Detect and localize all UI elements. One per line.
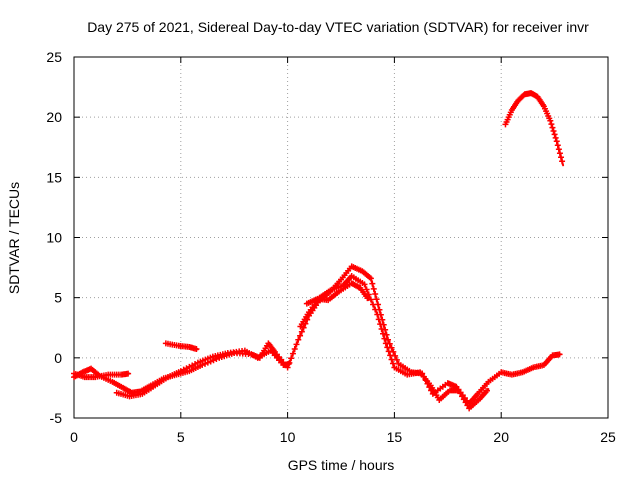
data-point-marker — [125, 370, 132, 377]
data-point-marker — [457, 390, 464, 397]
y-axis-label: SDTVAR / TECUs — [6, 182, 22, 294]
series-track-e — [297, 273, 490, 412]
series-track-g — [502, 90, 566, 167]
data-point-marker — [372, 291, 379, 298]
data-point-marker — [380, 330, 387, 337]
x-tick-label: 20 — [493, 429, 509, 445]
data-point-marker — [300, 324, 307, 331]
y-tick-label: 0 — [54, 350, 62, 366]
series-track-f — [303, 280, 371, 307]
axis-ticks — [73, 56, 609, 419]
data-point-marker — [288, 355, 295, 362]
data-point-marker — [370, 301, 377, 308]
data-point-marker — [372, 306, 379, 313]
x-tick-label: 15 — [387, 429, 403, 445]
data-point-marker — [384, 336, 391, 343]
data-point-marker — [293, 341, 300, 348]
data-point-marker — [387, 352, 394, 359]
data-point-marker — [373, 296, 380, 303]
data-point-marker — [384, 344, 391, 351]
data-point-marker — [383, 331, 390, 338]
y-tick-label: -5 — [50, 410, 63, 426]
data-point-marker — [483, 387, 490, 394]
data-point-marker — [559, 158, 566, 165]
data-point-marker — [460, 396, 467, 403]
series-track-d — [162, 340, 200, 353]
data-point-marker — [388, 356, 395, 363]
data-point-marker — [550, 128, 557, 135]
y-tick-label: 15 — [46, 169, 62, 185]
data-point-marker — [553, 138, 560, 145]
data-point-marker — [381, 335, 388, 342]
chart-title: Day 275 of 2021, Sidereal Day-to-day VTE… — [87, 19, 589, 35]
data-point-marker — [382, 340, 389, 347]
data-point-marker — [558, 154, 565, 161]
data-point-marker — [364, 295, 371, 302]
data-point-marker — [549, 124, 556, 131]
y-tick-labels: -5 0 5 10 15 20 25 — [46, 49, 62, 426]
data-point-marker — [377, 321, 384, 328]
data-point-marker — [291, 346, 298, 353]
series-lines — [71, 90, 566, 412]
x-tick-label: 10 — [280, 429, 296, 445]
data-point-marker — [385, 348, 392, 355]
y-tick-label: 5 — [54, 290, 62, 306]
x-tick-labels: 0 5 10 15 20 25 — [70, 429, 616, 445]
x-tick-label: 0 — [70, 429, 78, 445]
data-point-marker — [552, 134, 559, 141]
data-point-marker — [289, 350, 296, 357]
series-track-b — [71, 370, 132, 381]
data-point-marker — [375, 316, 382, 323]
data-point-marker — [548, 121, 555, 128]
data-point-marker — [555, 146, 562, 153]
x-tick-label: 25 — [600, 429, 616, 445]
data-point-marker — [370, 285, 377, 292]
x-tick-label: 5 — [177, 429, 185, 445]
data-point-marker — [462, 399, 469, 406]
data-point-marker — [554, 142, 561, 149]
data-point-marker — [547, 117, 554, 124]
data-point-marker — [382, 326, 389, 333]
y-tick-label: 25 — [46, 49, 62, 65]
data-point-marker — [374, 311, 381, 318]
grid-lines — [74, 57, 608, 418]
data-point-marker — [361, 281, 368, 288]
data-point-marker — [295, 336, 302, 343]
data-point-marker — [193, 346, 200, 353]
data-point-marker — [459, 393, 466, 400]
series-track-a — [71, 263, 563, 407]
data-point-marker — [297, 332, 304, 339]
data-point-marker — [551, 131, 558, 138]
data-point-marker — [298, 328, 305, 335]
x-axis-label: GPS time / hours — [288, 457, 395, 473]
data-point-marker — [389, 360, 396, 367]
data-point-marker — [455, 387, 462, 394]
y-tick-label: 10 — [46, 230, 62, 246]
data-point-marker — [464, 402, 471, 409]
data-point-marker — [285, 361, 292, 368]
data-point-marker — [369, 280, 376, 287]
data-point-marker — [556, 351, 563, 358]
data-point-marker — [393, 356, 400, 363]
y-tick-label: 20 — [46, 109, 62, 125]
data-point-marker — [213, 356, 220, 363]
data-point-marker — [367, 275, 374, 282]
data-point-marker — [556, 150, 563, 157]
series-track-c — [113, 347, 292, 400]
data-point-marker — [378, 325, 385, 332]
